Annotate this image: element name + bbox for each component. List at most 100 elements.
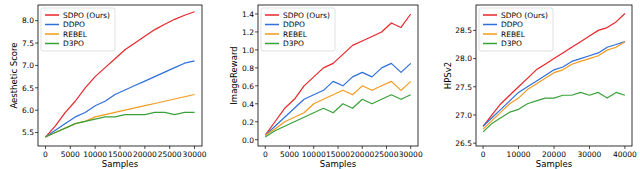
y-tick-label: 1.0: [242, 46, 254, 55]
panel: 0500010000150002000025000300000.00.20.40…: [229, 5, 423, 169]
y-tick-label: 6.0: [22, 106, 34, 115]
y-tick-label: 8.0: [22, 16, 34, 25]
x-tick-label: 5000: [280, 150, 299, 159]
x-tick-label: 20000: [542, 150, 566, 159]
legend-label: DDPO: [283, 20, 305, 29]
y-tick: [35, 87, 38, 88]
x-tick-label: 40000: [613, 150, 637, 159]
x-tick-label: 0: [481, 150, 486, 159]
y-tick: [255, 121, 258, 122]
x-axis-label: Samples: [536, 159, 573, 169]
x-tick-label: 5000: [61, 150, 80, 159]
series-line: [265, 63, 410, 135]
series-line: [483, 92, 625, 131]
x-tick: [338, 146, 339, 149]
y-tick-label: 27.5: [455, 83, 472, 92]
y-tick-label: 28.0: [455, 54, 472, 63]
x-tick-label: 25000: [375, 150, 399, 159]
series-line: [45, 61, 194, 137]
y-tick: [255, 103, 258, 104]
legend-label: REBEL: [63, 30, 88, 39]
y-tick-label: 28.5: [455, 26, 472, 35]
x-tick-label: 30000: [183, 150, 207, 159]
y-tick-label: 6.5: [22, 84, 34, 93]
x-tick: [554, 146, 555, 149]
series-line: [45, 12, 194, 137]
figure: 0500010000150002000025000300005.56.06.57…: [0, 0, 640, 169]
legend-swatch: [483, 24, 497, 26]
x-tick: [144, 146, 145, 149]
series-group: [483, 13, 625, 131]
y-tick-label: 0.8: [242, 64, 254, 73]
x-tick-label: 10000: [507, 150, 531, 159]
x-tick: [194, 146, 195, 149]
x-tick: [95, 146, 96, 149]
x-tick-label: 30000: [399, 150, 423, 159]
legend: SDPO (Ours)DDPOREBELD3PO: [41, 8, 115, 51]
x-tick: [45, 146, 46, 149]
panel: 0 50001000015000200002500030000 5.5 6.0 6.5 7…: [9, 5, 207, 169]
series-line: [45, 95, 194, 138]
y-axis-label: ImageReward: [229, 46, 239, 104]
y-tick: [255, 31, 258, 32]
legend-label: SDPO (Ours): [501, 11, 548, 20]
y-tick-label: 1.2: [242, 28, 254, 37]
legend-box: [261, 8, 335, 51]
x-tick: [70, 146, 71, 149]
x-tick-label: 15000: [326, 150, 350, 159]
y-axis-label: HPSv2: [443, 62, 453, 89]
x-tick-label: 25000: [158, 150, 182, 159]
series-group: [265, 14, 410, 137]
series-line: [45, 112, 194, 137]
frame: [258, 5, 418, 146]
x-tick: [313, 146, 314, 149]
y-tick: [473, 143, 476, 144]
x-tick: [483, 146, 484, 149]
legend-swatch: [45, 24, 59, 26]
x-tick: [410, 146, 411, 149]
legend-swatch: [45, 14, 59, 16]
x-tick: [362, 146, 363, 149]
x-tick-label: 20000: [133, 150, 157, 159]
legend-label: SDPO (Ours): [283, 11, 330, 20]
y-tick-label: 7.0: [22, 61, 34, 70]
x-tick: [386, 146, 387, 149]
x-tick-label: 20000: [350, 150, 374, 159]
y-tick-label: 7.5: [22, 39, 34, 48]
y-tick-label: 0.2: [242, 118, 254, 127]
y-tick: [35, 20, 38, 21]
frame: [476, 5, 632, 146]
legend-box: [41, 8, 115, 51]
y-tick: [255, 13, 258, 14]
y-tick: [473, 114, 476, 115]
panel: 0 10000 20000 30000 40000 26.5 27.0 27.5 28.0 28.…: [443, 5, 637, 169]
x-tick-label: 10000: [83, 150, 107, 159]
y-tick-label: 26.5: [455, 139, 472, 148]
y-tick-label: 27.0: [455, 111, 472, 120]
y-tick-label: 0.6: [242, 82, 254, 91]
y-tick: [473, 86, 476, 87]
y-tick: [255, 85, 258, 86]
x-tick-label: 0: [43, 150, 48, 159]
y-tick: [473, 30, 476, 31]
legend-label: REBEL: [283, 30, 308, 39]
legend-swatch: [45, 33, 59, 35]
legend: SDPO (Ours)DDPOREBELD3PO: [261, 8, 335, 51]
y-tick: [35, 43, 38, 44]
y-tick: [473, 58, 476, 59]
legend-swatch: [483, 43, 497, 45]
x-tick-label: 30000: [578, 150, 602, 159]
series-line: [265, 95, 410, 137]
y-tick-label: 1.4: [242, 10, 254, 19]
legend-swatch: [483, 14, 497, 16]
x-axis-label: Samples: [320, 159, 357, 169]
legend-label: D3PO: [501, 39, 522, 48]
y-tick-label: 5.5: [22, 128, 34, 137]
y-tick: [255, 139, 258, 140]
x-tick: [289, 146, 290, 149]
y-tick: [35, 65, 38, 66]
x-tick-label: 15000: [108, 150, 132, 159]
y-tick: [35, 132, 38, 133]
legend-swatch: [265, 24, 279, 26]
legend-label: D3PO: [283, 39, 304, 48]
